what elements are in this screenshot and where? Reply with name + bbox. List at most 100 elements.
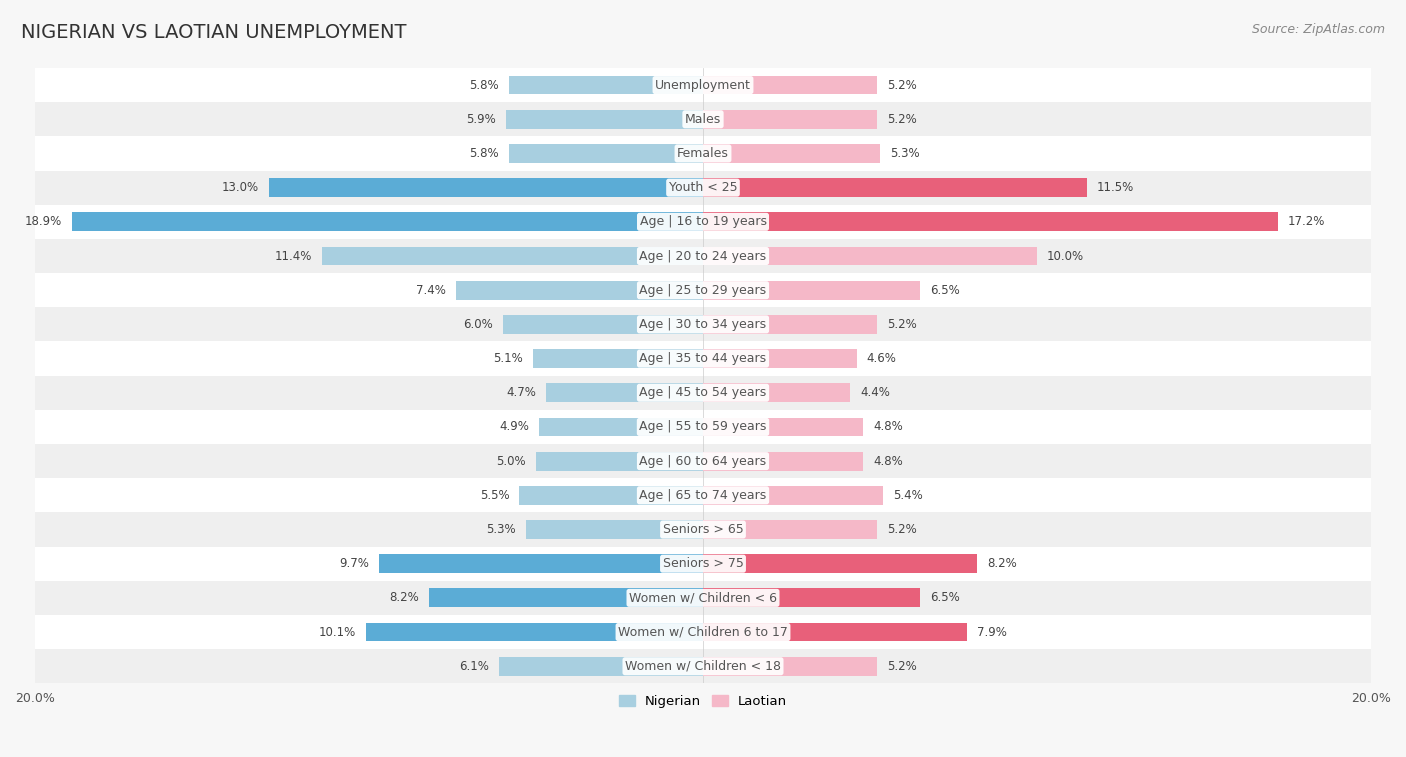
Bar — [35, 239, 1371, 273]
Text: 11.5%: 11.5% — [1097, 181, 1135, 194]
Text: Unemployment: Unemployment — [655, 79, 751, 92]
Bar — [509, 76, 703, 95]
Bar — [519, 486, 703, 505]
Bar — [703, 418, 863, 436]
Bar — [380, 554, 703, 573]
Text: 5.8%: 5.8% — [470, 79, 499, 92]
Text: Age | 65 to 74 years: Age | 65 to 74 years — [640, 489, 766, 502]
Bar — [35, 341, 1371, 375]
Text: 4.8%: 4.8% — [873, 455, 903, 468]
Text: 5.4%: 5.4% — [893, 489, 924, 502]
Bar — [540, 418, 703, 436]
Legend: Nigerian, Laotian: Nigerian, Laotian — [613, 690, 793, 714]
Text: 4.9%: 4.9% — [499, 420, 529, 434]
Text: Seniors > 75: Seniors > 75 — [662, 557, 744, 570]
Text: 10.0%: 10.0% — [1047, 250, 1084, 263]
Bar — [703, 315, 877, 334]
Text: Source: ZipAtlas.com: Source: ZipAtlas.com — [1251, 23, 1385, 36]
Text: Women w/ Children < 6: Women w/ Children < 6 — [628, 591, 778, 604]
Bar — [703, 452, 863, 471]
Bar — [456, 281, 703, 300]
Bar — [35, 307, 1371, 341]
Text: 8.2%: 8.2% — [389, 591, 419, 604]
Text: 5.9%: 5.9% — [467, 113, 496, 126]
Bar — [35, 581, 1371, 615]
Text: 4.6%: 4.6% — [866, 352, 897, 365]
Text: 13.0%: 13.0% — [222, 181, 259, 194]
Bar — [366, 623, 703, 641]
Bar — [35, 102, 1371, 136]
Bar — [509, 144, 703, 163]
Text: Age | 55 to 59 years: Age | 55 to 59 years — [640, 420, 766, 434]
Bar — [703, 281, 920, 300]
Text: Age | 20 to 24 years: Age | 20 to 24 years — [640, 250, 766, 263]
Bar — [429, 588, 703, 607]
Bar — [703, 76, 877, 95]
Text: Age | 45 to 54 years: Age | 45 to 54 years — [640, 386, 766, 399]
Text: Women w/ Children < 18: Women w/ Children < 18 — [626, 660, 780, 673]
Text: 6.0%: 6.0% — [463, 318, 492, 331]
Text: Age | 60 to 64 years: Age | 60 to 64 years — [640, 455, 766, 468]
Text: 7.4%: 7.4% — [416, 284, 446, 297]
Text: 7.9%: 7.9% — [977, 625, 1007, 639]
Bar — [35, 136, 1371, 170]
Text: Females: Females — [678, 147, 728, 160]
Text: Age | 30 to 34 years: Age | 30 to 34 years — [640, 318, 766, 331]
Bar — [703, 144, 880, 163]
Bar — [502, 315, 703, 334]
Text: 5.3%: 5.3% — [890, 147, 920, 160]
Bar — [35, 273, 1371, 307]
Bar — [703, 383, 851, 402]
Bar — [703, 657, 877, 676]
Bar — [703, 247, 1038, 266]
Bar — [322, 247, 703, 266]
Bar — [35, 547, 1371, 581]
Text: 5.2%: 5.2% — [887, 660, 917, 673]
Bar — [703, 588, 920, 607]
Bar — [703, 110, 877, 129]
Text: 6.5%: 6.5% — [931, 591, 960, 604]
Bar — [72, 213, 703, 231]
Bar — [536, 452, 703, 471]
Text: Seniors > 65: Seniors > 65 — [662, 523, 744, 536]
Text: Age | 16 to 19 years: Age | 16 to 19 years — [640, 215, 766, 229]
Text: 11.4%: 11.4% — [274, 250, 312, 263]
Bar — [35, 68, 1371, 102]
Text: Males: Males — [685, 113, 721, 126]
Bar — [526, 520, 703, 539]
Text: 4.8%: 4.8% — [873, 420, 903, 434]
Text: 6.5%: 6.5% — [931, 284, 960, 297]
Bar — [35, 615, 1371, 650]
Text: Age | 35 to 44 years: Age | 35 to 44 years — [640, 352, 766, 365]
Bar — [703, 349, 856, 368]
Text: 10.1%: 10.1% — [318, 625, 356, 639]
Text: 5.2%: 5.2% — [887, 113, 917, 126]
Bar — [35, 444, 1371, 478]
Text: 9.7%: 9.7% — [339, 557, 368, 570]
Bar — [35, 410, 1371, 444]
Text: Youth < 25: Youth < 25 — [669, 181, 737, 194]
Bar — [703, 554, 977, 573]
Text: Age | 25 to 29 years: Age | 25 to 29 years — [640, 284, 766, 297]
Text: 5.2%: 5.2% — [887, 79, 917, 92]
Bar — [703, 178, 1087, 197]
Text: 5.1%: 5.1% — [494, 352, 523, 365]
Text: 6.1%: 6.1% — [460, 660, 489, 673]
Text: 5.2%: 5.2% — [887, 318, 917, 331]
Bar — [35, 204, 1371, 239]
Bar — [499, 657, 703, 676]
Text: 5.0%: 5.0% — [496, 455, 526, 468]
Text: 17.2%: 17.2% — [1288, 215, 1324, 229]
Bar — [35, 478, 1371, 512]
Text: 4.7%: 4.7% — [506, 386, 536, 399]
Text: 5.5%: 5.5% — [479, 489, 509, 502]
Text: 5.2%: 5.2% — [887, 523, 917, 536]
Bar — [546, 383, 703, 402]
Bar — [703, 520, 877, 539]
Text: NIGERIAN VS LAOTIAN UNEMPLOYMENT: NIGERIAN VS LAOTIAN UNEMPLOYMENT — [21, 23, 406, 42]
Text: 18.9%: 18.9% — [24, 215, 62, 229]
Bar — [703, 486, 883, 505]
Bar — [35, 512, 1371, 547]
Text: 5.3%: 5.3% — [486, 523, 516, 536]
Bar — [506, 110, 703, 129]
